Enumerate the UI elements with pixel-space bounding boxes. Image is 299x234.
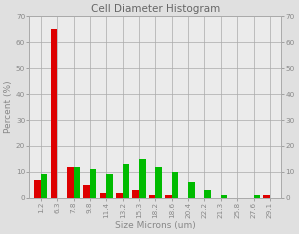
Bar: [155, 167, 162, 198]
Bar: [41, 174, 47, 198]
Bar: [172, 172, 178, 198]
Bar: [188, 182, 195, 198]
Bar: [123, 164, 129, 198]
Y-axis label: Percent (%): Percent (%): [4, 81, 13, 133]
Bar: [221, 195, 228, 198]
Title: Cell Diameter Histogram: Cell Diameter Histogram: [91, 4, 220, 14]
Bar: [106, 174, 113, 198]
Bar: [205, 190, 211, 198]
Bar: [83, 185, 90, 198]
Bar: [34, 180, 41, 198]
X-axis label: Size Microns (um): Size Microns (um): [115, 221, 196, 230]
Bar: [67, 167, 74, 198]
Bar: [165, 195, 172, 198]
Bar: [74, 167, 80, 198]
Bar: [132, 190, 139, 198]
Bar: [100, 193, 106, 198]
Bar: [254, 195, 260, 198]
Bar: [263, 195, 270, 198]
Bar: [149, 195, 155, 198]
Bar: [116, 193, 123, 198]
Bar: [51, 29, 57, 198]
Bar: [139, 159, 146, 198]
Bar: [90, 169, 97, 198]
